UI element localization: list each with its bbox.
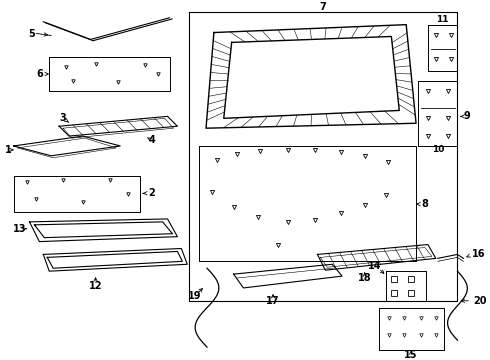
Bar <box>392 290 397 296</box>
Text: 5: 5 <box>28 28 35 39</box>
Text: 19: 19 <box>189 291 202 301</box>
Text: 8: 8 <box>421 199 428 209</box>
Bar <box>408 290 414 296</box>
Text: 13: 13 <box>13 224 26 234</box>
Text: 2: 2 <box>148 188 154 198</box>
Text: 17: 17 <box>267 296 280 306</box>
Text: 6: 6 <box>36 69 43 79</box>
Text: 14: 14 <box>368 261 381 271</box>
Text: 9: 9 <box>464 111 471 121</box>
Text: 4: 4 <box>148 135 155 145</box>
Bar <box>408 276 414 282</box>
Text: 18: 18 <box>358 273 371 283</box>
Text: 7: 7 <box>319 2 326 12</box>
Text: 16: 16 <box>472 249 486 260</box>
Text: 1: 1 <box>5 145 12 155</box>
Text: 20: 20 <box>473 296 487 306</box>
Text: 15: 15 <box>404 350 418 360</box>
Text: 3: 3 <box>60 113 67 123</box>
Text: 11: 11 <box>437 15 449 24</box>
Text: 10: 10 <box>432 145 444 154</box>
Bar <box>392 276 397 282</box>
Text: 12: 12 <box>89 281 102 291</box>
